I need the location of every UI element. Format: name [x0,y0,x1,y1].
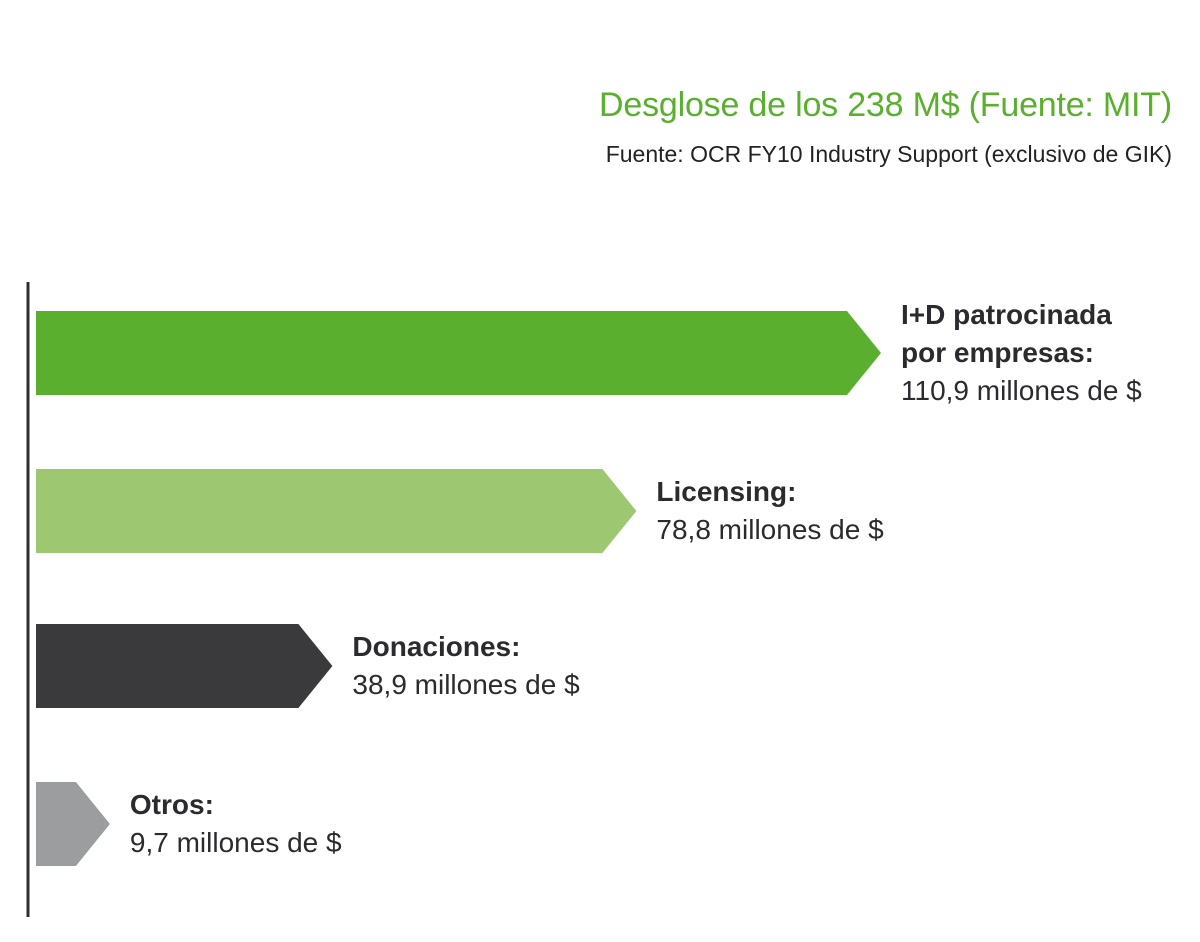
bar-label-2: Licensing: 78,8 millones de $ [656,473,883,549]
bar-1 [36,311,881,395]
value-label: 38,9 millones de $ [352,669,580,700]
chart-subtitle: Fuente: OCR FY10 Industry Support (exclu… [605,141,1172,167]
chart-title: Desglose de los 238 M$ (Fuente: MIT) [599,86,1172,124]
bar-label-1: I+D patrocinada por empresas: 110,9 millo… [901,296,1151,410]
value-label: 9,7 millones de $ [129,827,342,858]
category-label: Licensing: [656,476,797,507]
category-label: I+D patrocinada por empresas: [901,299,1112,368]
bar-3 [36,624,333,708]
value-label: 110,9 millones de $ [901,375,1142,406]
value-label: 78,8 millones de $ [656,514,884,545]
bar-2 [36,469,637,553]
category-label: Otros: [129,789,214,820]
bar-4 [36,782,110,866]
bar-label-3: Donaciones: 38,9 millones de $ [352,628,579,704]
bar-label-4: Otros: 9,7 millones de $ [130,786,342,862]
category-label: Donaciones: [352,631,521,662]
